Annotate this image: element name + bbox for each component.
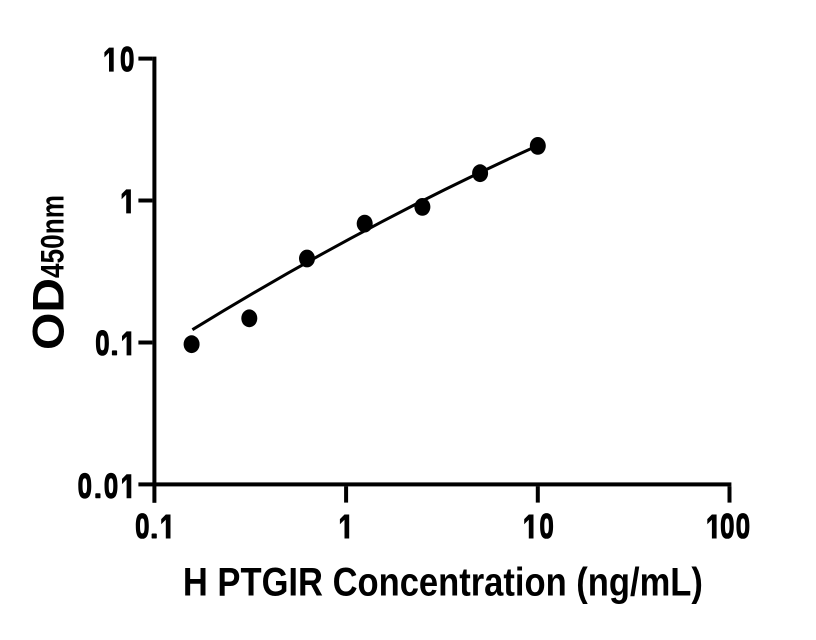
svg-text:H PTGIR Concentration (ng/mL): H PTGIR Concentration (ng/mL) — [183, 560, 703, 604]
svg-text:OD450nm: OD450nm — [25, 195, 74, 350]
